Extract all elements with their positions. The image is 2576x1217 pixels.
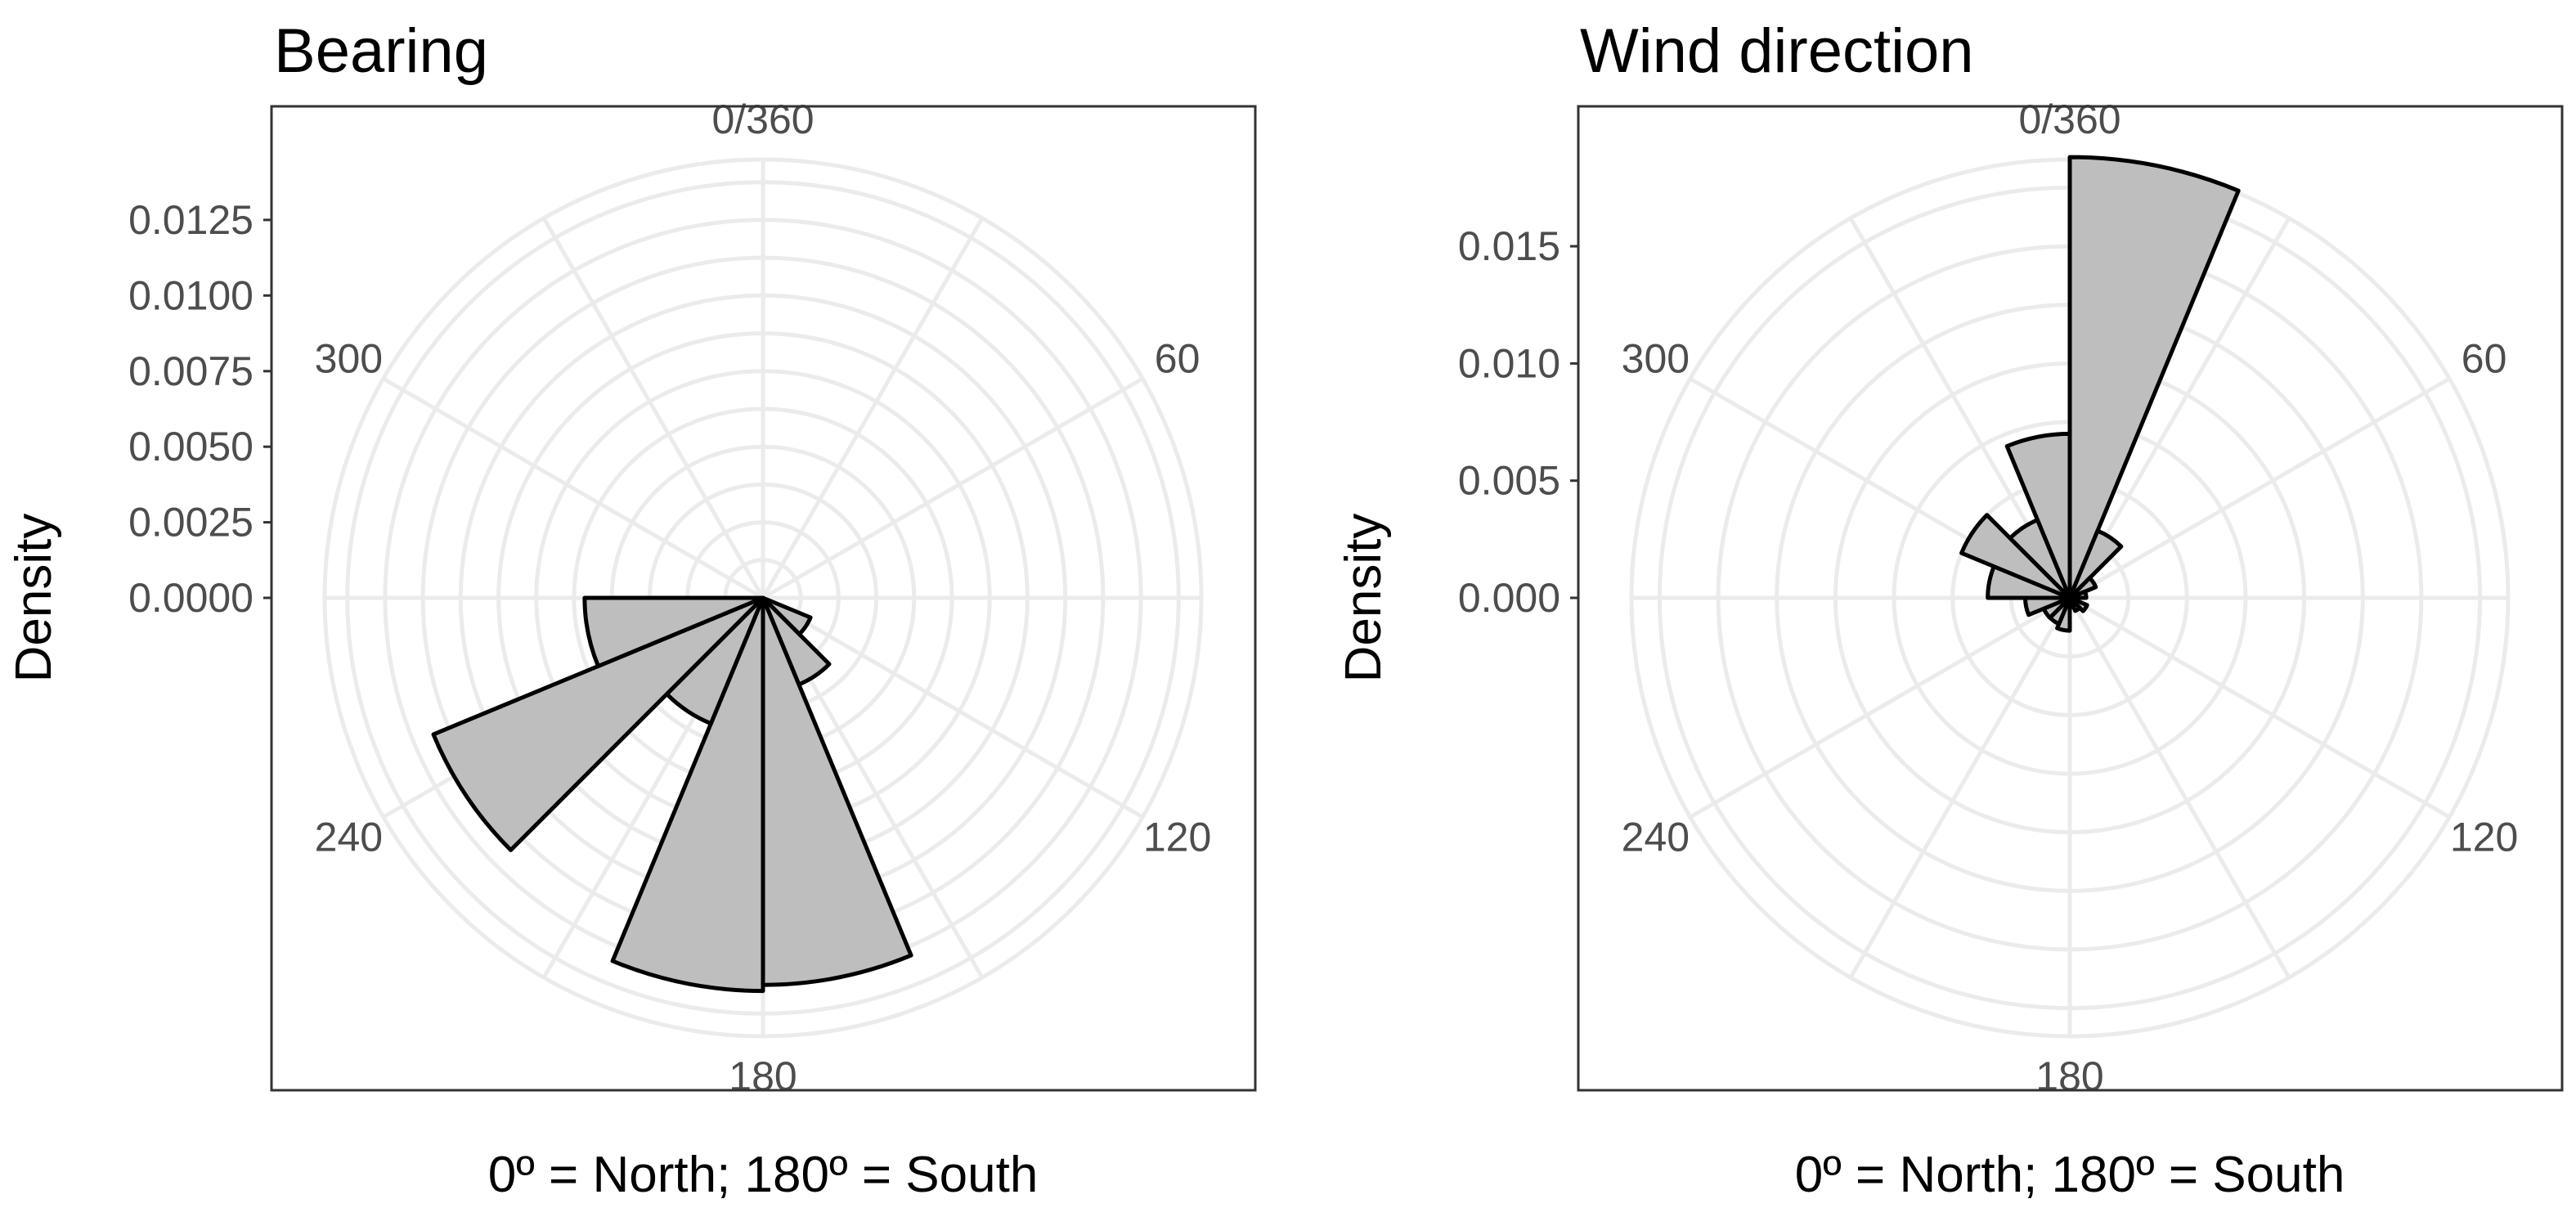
histogram-bar	[2004, 431, 2072, 600]
panel-border	[1577, 105, 2564, 1092]
radial-tick-label: 0.015	[1458, 223, 1560, 269]
angle-tick-label: 60	[1155, 336, 1200, 382]
wind-direction-chart: Wind direction 0/360 60 120 180 240 300 0.000…	[1335, 16, 2564, 1203]
chart-title: Bearing	[274, 16, 488, 86]
angle-tick-label: 180	[729, 1053, 797, 1099]
radial-tick-label: 0.010	[1458, 340, 1560, 386]
angle-tick-label: 60	[2462, 336, 2507, 382]
y-axis-label: Density	[6, 514, 62, 683]
y-axis-label: Density	[1335, 514, 1392, 683]
x-axis-label: 0º = North; 180º = South	[488, 1147, 1039, 1203]
bearing-chart: Bearing 0/360 60 120 180 240 300 0.0000 0.0025…	[6, 16, 1257, 1203]
grid-spoke	[2068, 595, 2451, 820]
radial-tick-label: 0.0025	[128, 500, 254, 546]
angle-tick-label: 0/360	[2018, 97, 2120, 142]
radial-tick-label: 0.0050	[128, 424, 254, 469]
angle-tick-labels: 0/360 60 120 180 240 300	[1622, 97, 2519, 1099]
grid-spoke	[761, 595, 1144, 820]
radial-tick-labels: 0.0000 0.0025 0.0050 0.0075 0.0100 0.0125	[128, 197, 272, 621]
radial-tick-label: 0.0100	[128, 272, 254, 318]
radial-tick-label: 0.0125	[128, 197, 254, 243]
panel-border	[270, 105, 1257, 1092]
histogram-bar	[582, 595, 765, 668]
histogram-bar	[431, 595, 765, 852]
angle-tick-label: 240	[315, 815, 383, 860]
histogram-bar	[2067, 576, 2098, 600]
radial-tick-label: 0.0075	[128, 348, 254, 394]
angle-tick-label: 0/360	[711, 97, 814, 142]
angle-tick-label: 300	[315, 336, 383, 382]
chart-title: Wind direction	[1580, 16, 1974, 86]
histogram-bars	[1959, 155, 2241, 633]
grid-spoke	[2067, 596, 2291, 979]
angle-tick-label: 300	[1622, 336, 1690, 382]
x-axis-label: 0º = North; 180º = South	[1795, 1147, 2345, 1203]
angle-tick-labels: 0/360 60 120 180 240 300	[315, 97, 1212, 1099]
histogram-bar	[761, 595, 913, 987]
grid-spoke	[761, 217, 985, 600]
angle-tick-label: 240	[1622, 815, 1690, 860]
histogram-bar	[2067, 528, 2124, 600]
histogram-bars	[431, 595, 913, 994]
histogram-bar	[610, 595, 765, 994]
angle-tick-label: 120	[2450, 815, 2518, 860]
grid-spoke	[761, 376, 1144, 600]
radial-tick-label: 0.000	[1458, 575, 1560, 621]
angle-tick-label: 120	[1143, 815, 1211, 860]
grid-spoke	[1689, 595, 2071, 820]
grid-spoke	[2068, 376, 2451, 600]
grid-spoke	[382, 376, 765, 600]
radial-tick-label: 0.005	[1458, 458, 1560, 504]
radial-tick-labels: 0.000 0.005 0.010 0.015	[1458, 223, 1578, 621]
histogram-bar	[2067, 155, 2241, 600]
angle-tick-label: 180	[2035, 1053, 2103, 1099]
grid-spoke	[541, 217, 765, 600]
histogram-bar	[1959, 513, 2072, 600]
radial-tick-label: 0.0000	[128, 575, 254, 621]
grid-spoke	[1848, 596, 2072, 979]
